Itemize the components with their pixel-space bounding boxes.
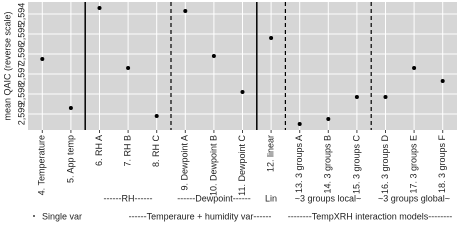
x-tick-label: 17. 3 groups E bbox=[408, 135, 418, 194]
dot bbox=[240, 90, 245, 94]
x-tick-label: 8. RH C bbox=[151, 135, 161, 168]
section-label: Single var bbox=[42, 211, 82, 221]
y-tick-label: 2,596 bbox=[16, 43, 26, 66]
group-label: ~3 groups global~ bbox=[378, 193, 450, 203]
dot bbox=[354, 95, 359, 99]
x-tick-label: 13. 3 groups A bbox=[294, 135, 304, 193]
x-tick-label: 6. RH A bbox=[94, 135, 104, 166]
y-tick-label: 2,598 bbox=[16, 83, 26, 106]
x-tick-label: 12. linear bbox=[265, 135, 275, 172]
x-tick-label: 11. Dewpoint C bbox=[237, 135, 247, 196]
group-label: ------RH------ bbox=[104, 193, 153, 203]
dot bbox=[326, 117, 331, 121]
chart: mean QAIC (reverse scale) ------RH------… bbox=[2, 2, 457, 221]
x-tick-label: 15. 3 groups C bbox=[351, 135, 361, 195]
x-tick-label: 16. 3 groups D bbox=[380, 135, 390, 195]
group-label: Lin bbox=[265, 193, 277, 203]
x-tick-label: 7. RH B bbox=[122, 135, 132, 167]
x-tick-label: 9. Dewpoint A bbox=[180, 135, 190, 191]
x-tick-label: 5. App temp bbox=[65, 135, 75, 183]
y-axis-title: mean QAIC (reverse scale) bbox=[2, 11, 12, 120]
section-label: ------Temperaure + humidity var------ bbox=[129, 211, 272, 221]
group-label: ~3 groups local~ bbox=[295, 193, 362, 203]
y-tick-label: 2,599 bbox=[16, 103, 26, 126]
section-label: --------TempXRH interaction models------… bbox=[288, 211, 453, 221]
legend-dot bbox=[33, 215, 35, 217]
dot bbox=[40, 57, 45, 61]
dot bbox=[211, 54, 216, 58]
dot bbox=[269, 36, 274, 40]
dot bbox=[383, 95, 388, 99]
dot bbox=[412, 66, 417, 70]
dot bbox=[154, 114, 159, 118]
y-tick-label: 2,594 bbox=[16, 3, 26, 26]
dot bbox=[97, 6, 102, 10]
group-label: ------Dewpoint------ bbox=[177, 193, 251, 203]
marks bbox=[40, 6, 445, 126]
x-tick-label: 4. Temperature bbox=[37, 135, 47, 195]
x-tick-label: 18. 3 groups F bbox=[437, 135, 447, 194]
y-tick-label: 2,595 bbox=[16, 23, 26, 46]
dot bbox=[126, 66, 131, 70]
y-tick-label: 2,597 bbox=[16, 63, 26, 86]
x-tick-label: 10. Dewpoint B bbox=[208, 135, 218, 196]
dot bbox=[183, 9, 188, 13]
dot bbox=[297, 122, 302, 126]
dot bbox=[68, 106, 73, 110]
dot bbox=[440, 79, 445, 83]
x-tick-label: 14. 3 groups B bbox=[323, 135, 333, 194]
